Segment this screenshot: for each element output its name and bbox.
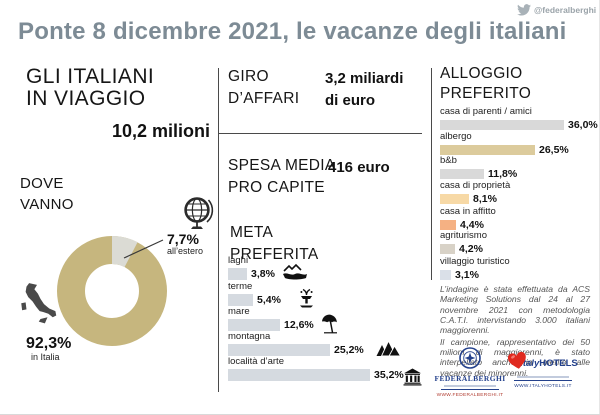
italy-pct: 92,3% bbox=[26, 335, 72, 352]
beach-umbrella-icon bbox=[320, 313, 339, 339]
spesa-media-value: 416 euro bbox=[328, 159, 390, 176]
twitter-bird-icon bbox=[517, 4, 531, 16]
where-they-go-heading: DOVE VANNO bbox=[20, 175, 74, 213]
alloggio-bar-row: casa in affitto 4,4% bbox=[440, 206, 496, 231]
meta-bar-row: laghi 3,8% bbox=[228, 255, 275, 280]
federalberghi-emblem-icon bbox=[459, 347, 481, 374]
meta-bar-localita-darte bbox=[228, 369, 370, 381]
meta-bar-row: terme 5,4% bbox=[228, 281, 281, 306]
federalberghi-rule bbox=[441, 389, 499, 390]
alloggio-bar-row: albergo 26,5% bbox=[440, 131, 569, 156]
meta-bar-row: montagna 25,2% bbox=[228, 331, 364, 356]
federalberghi-logo[interactable]: FEDERALBERGHI WWW.FEDERALBERGHI.IT bbox=[434, 347, 505, 398]
italy-map-icon bbox=[16, 280, 58, 335]
lake-icon bbox=[281, 263, 309, 285]
meta-preferita-heading: META PREFERITA bbox=[230, 224, 319, 263]
globe-icon bbox=[181, 196, 214, 236]
italyhotels-rule bbox=[514, 380, 572, 381]
travelers-heading: GLI ITALIANI IN VIAGGIO bbox=[26, 65, 155, 110]
twitter-handle[interactable]: @federalberghi bbox=[517, 4, 596, 16]
mountains-icon bbox=[376, 339, 402, 362]
fountain-icon bbox=[298, 288, 315, 313]
giro-daffari-heading: GIRO D’AFFARI bbox=[228, 68, 300, 107]
alloggio-bar-row: villaggio turistico 3,1% bbox=[440, 256, 510, 281]
alloggio-bar-bb bbox=[440, 169, 484, 179]
italyhotels-url[interactable]: WWW.ITALYHOTELS.IT bbox=[514, 383, 572, 389]
divider-left-middle bbox=[218, 68, 219, 392]
monument-icon bbox=[403, 368, 422, 391]
alloggio-bar-row: b&b 11,8% bbox=[440, 155, 518, 180]
twitter-handle-text: @federalberghi bbox=[534, 5, 597, 15]
meta-bar-laghi bbox=[228, 268, 247, 280]
alloggio-bar-row: agriturismo 4,2% bbox=[440, 230, 487, 255]
alloggio-bar-row: casa di proprietà 8,1% bbox=[440, 180, 511, 205]
alloggio-bar-villaggio bbox=[440, 270, 451, 280]
alloggio-heading: ALLOGGIO PREFERITO bbox=[440, 65, 532, 102]
italy-label: in Italia bbox=[31, 352, 60, 362]
alloggio-bar-albergo bbox=[440, 145, 535, 155]
federalberghi-tagline-line bbox=[444, 384, 496, 387]
federalberghi-url[interactable]: WWW.FEDERALBERGHI.IT bbox=[436, 392, 504, 398]
alloggio-bar-agriturismo bbox=[440, 244, 455, 254]
alloggio-bar-row: casa di parenti / amici 36,0% bbox=[440, 106, 598, 131]
meta-bar-mare bbox=[228, 319, 280, 331]
meta-bar-row: località d’arte 35,2% bbox=[228, 356, 404, 381]
meta-bar-montagna bbox=[228, 344, 330, 356]
donut-leader-line bbox=[118, 235, 166, 266]
footnote-paragraph: L’indagine è stata effettuata da ACS Mar… bbox=[440, 284, 590, 336]
italyhotels-logo[interactable]: Italy HOTELS WWW.ITALYHOTELS.IT bbox=[508, 351, 578, 389]
divider-giro-spesa bbox=[218, 133, 422, 134]
italyhotels-name-italy: Italy bbox=[520, 357, 540, 369]
italyhotels-name-hotels: HOTELS bbox=[539, 357, 578, 369]
italyhotels-tagline-line bbox=[517, 375, 569, 378]
alloggio-bar-parenti bbox=[440, 120, 564, 130]
meta-bar-terme bbox=[228, 294, 253, 306]
meta-bar-row: mare 12,6% bbox=[228, 306, 314, 331]
abroad-label: all’estero bbox=[167, 246, 204, 256]
divider-middle-right bbox=[431, 68, 432, 280]
giro-daffari-value: 3,2 miliardi di euro bbox=[325, 70, 404, 109]
spesa-media-heading: SPESA MEDIA PRO CAPITE bbox=[228, 157, 336, 196]
heart-icon bbox=[508, 351, 527, 375]
donut-abroad-slice bbox=[57, 236, 167, 346]
federalberghi-name: FEDERALBERGHI bbox=[434, 374, 506, 383]
destination-donut-chart bbox=[56, 235, 168, 352]
alloggio-bar-affitto bbox=[440, 220, 456, 230]
abroad-pct: 7,7% bbox=[167, 231, 199, 247]
page-title: Ponte 8 dicembre 2021, le vacanze degli … bbox=[18, 18, 567, 45]
travelers-value: 10,2 milioni bbox=[112, 121, 211, 141]
alloggio-bar-proprieta bbox=[440, 194, 469, 204]
